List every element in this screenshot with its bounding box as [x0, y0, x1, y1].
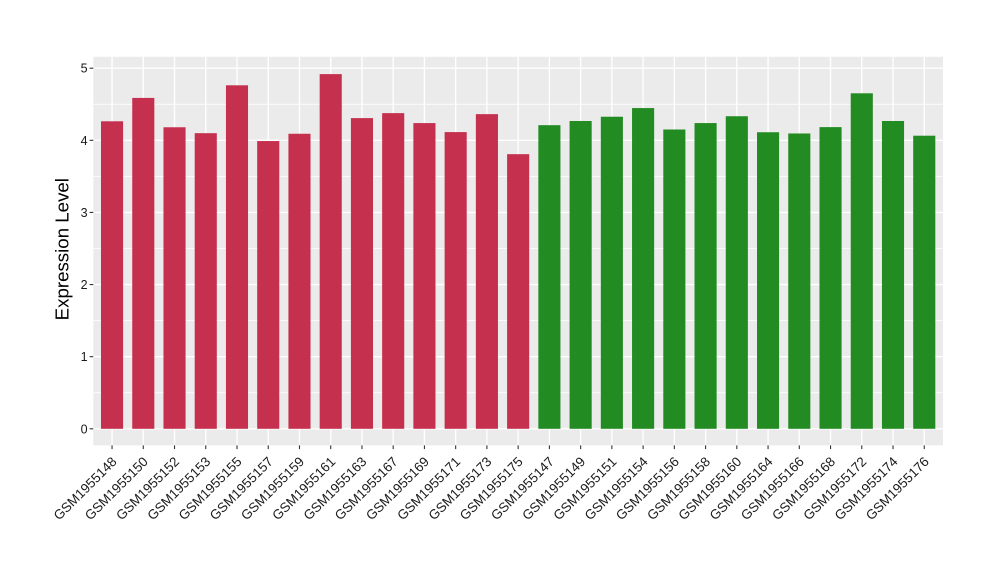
- svg-text:5: 5: [81, 62, 88, 76]
- svg-text:1: 1: [81, 350, 88, 364]
- svg-text:Expression Level: Expression Level: [52, 178, 73, 320]
- svg-text:3: 3: [81, 206, 88, 220]
- svg-text:4: 4: [81, 134, 88, 148]
- svg-text:2: 2: [81, 278, 88, 292]
- svg-text:0: 0: [81, 422, 88, 436]
